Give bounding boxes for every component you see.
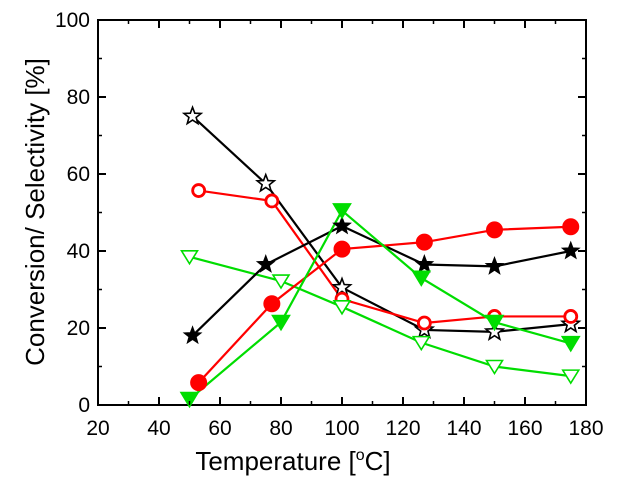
x-tick-label: 160 <box>507 417 542 440</box>
y-tick-label: 0 <box>78 394 90 417</box>
data-point-filled-triangle <box>560 335 581 353</box>
data-point-filled-star <box>484 255 505 275</box>
x-axis-title-unit: C] <box>365 446 391 476</box>
data-point-open-triangle <box>485 359 504 376</box>
data-point-filled-star <box>182 325 203 345</box>
y-tick-label: 80 <box>67 86 90 109</box>
data-point-filled-circle <box>562 218 580 236</box>
x-tick-label: 120 <box>385 417 420 440</box>
series-open-star <box>191 115 571 333</box>
x-tick-label: 40 <box>147 417 170 440</box>
x-tick-label: 180 <box>568 417 603 440</box>
x-axis-title-degree: o <box>356 447 365 464</box>
x-axis-title: Temperature [oC] <box>195 446 390 476</box>
y-tick-label: 20 <box>67 317 90 340</box>
x-tick-label: 20 <box>86 417 109 440</box>
data-point-open-star <box>331 276 353 297</box>
x-tick-label: 60 <box>208 417 231 440</box>
data-point-filled-triangle <box>484 314 505 332</box>
data-point-filled-circle <box>190 374 208 392</box>
data-point-open-circle <box>264 193 280 209</box>
markers-open-triangle <box>180 249 581 385</box>
data-point-filled-circle <box>333 240 351 258</box>
series-line-open-circle <box>198 189 571 325</box>
series-open-triangle <box>189 255 571 378</box>
data-point-filled-star <box>560 240 581 260</box>
x-tick-label: 80 <box>269 417 292 440</box>
data-point-open-circle <box>563 309 579 324</box>
series-line-open-star <box>191 115 571 333</box>
data-point-filled-circle <box>486 221 503 239</box>
data-point-filled-triangle <box>332 203 352 220</box>
data-point-open-triangle <box>271 274 291 290</box>
markers-filled-triangle <box>179 203 581 409</box>
data-point-open-circle <box>191 183 207 198</box>
series-line-filled-triangle <box>188 208 572 401</box>
data-point-filled-triangle <box>179 391 200 409</box>
data-point-filled-star <box>414 254 435 273</box>
series-filled-triangle <box>188 208 572 401</box>
y-axis-title: Conversion/ Selectivity [%] <box>20 58 50 366</box>
data-point-filled-star <box>255 254 276 273</box>
data-point-filled-triangle <box>411 270 432 287</box>
series-layer <box>179 104 582 409</box>
series-line-filled-circle <box>197 225 571 384</box>
series-filled-star <box>191 224 571 337</box>
data-point-open-circle <box>416 315 432 331</box>
y-tick-label: 60 <box>67 163 90 186</box>
y-tick-label: 100 <box>55 9 90 32</box>
data-point-filled-circle <box>263 295 281 313</box>
x-tick-label: 140 <box>446 417 481 440</box>
data-point-open-star <box>181 104 204 126</box>
x-axis-title-main: Temperature [ <box>195 446 356 476</box>
data-point-filled-triangle <box>271 314 291 332</box>
series-filled-circle <box>197 225 571 384</box>
data-point-open-triangle <box>561 369 581 385</box>
markers-filled-circle <box>190 218 580 392</box>
markers-open-star <box>181 104 582 341</box>
data-point-open-triangle <box>180 249 199 266</box>
y-tick-label: 40 <box>67 240 90 263</box>
data-point-filled-circle <box>415 233 433 251</box>
data-point-open-star <box>255 172 277 193</box>
series-line-filled-star <box>191 224 571 337</box>
data-point-open-triangle <box>411 335 431 352</box>
markers-filled-star <box>182 215 581 345</box>
data-point-open-triangle <box>332 300 352 316</box>
data-point-filled-star <box>332 215 352 235</box>
series-open-circle <box>198 189 571 325</box>
markers-open-circle <box>191 183 579 331</box>
x-tick-label: 100 <box>324 417 359 440</box>
series-line-open-triangle <box>189 255 571 378</box>
